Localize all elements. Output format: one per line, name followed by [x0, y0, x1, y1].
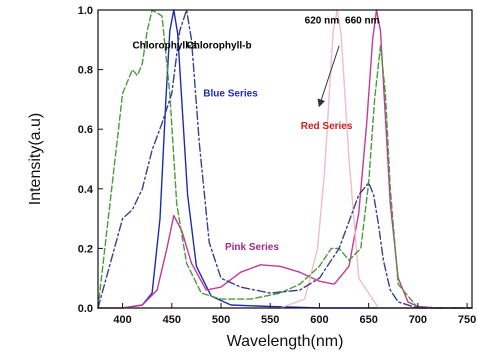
x-tick-label: 400: [113, 314, 131, 326]
annotation-nm660: 660 nm: [345, 15, 380, 26]
x-axis-label: Wavelength(nm): [227, 333, 344, 350]
y-tick-label: 0.0: [78, 303, 93, 315]
annotation-chl_a: Chlorophyll-a: [132, 41, 197, 52]
series-layer: [97, 9, 473, 309]
y-axis-label: Intensity(a.u): [27, 113, 44, 205]
series-line-pink: [97, 9, 473, 309]
x-tick-label: 500: [212, 314, 230, 326]
x-tick-label: 450: [163, 314, 181, 326]
y-tick-label: 0.6: [78, 124, 93, 136]
y-tick-label: 1.0: [78, 5, 93, 17]
annotation-red_series: Red Series: [301, 121, 353, 132]
series-line-chlorophyll_b: [97, 9, 473, 309]
annotation-chl_b: Chlorophyll-b: [187, 41, 252, 52]
x-tick-label: 600: [310, 314, 328, 326]
series-line-red620: [97, 9, 473, 309]
annotation-arrow: [317, 45, 340, 108]
ticks-layer: 400 450 500 550 600 650 700 750 0.0 0.2 0.4 0.6 0.8 1…: [78, 5, 477, 326]
y-tick-label: 0.8: [78, 65, 93, 77]
series-line-chlorophyll_a: [97, 9, 473, 309]
x-tick-label: 700: [409, 314, 427, 326]
x-tick-label: 650: [359, 314, 377, 326]
y-tick-label: 0.4: [78, 184, 94, 196]
annotation-pink_series: Pink Series: [225, 242, 279, 253]
annotation-blue_series: Blue Series: [203, 88, 258, 99]
x-tick-label: 550: [261, 314, 279, 326]
annotation-nm620: 620 nm: [305, 15, 340, 26]
x-tick-label: 750: [458, 314, 476, 326]
y-tick-label: 0.2: [78, 243, 93, 255]
plot-frame: [97, 9, 473, 309]
series-line-blue: [97, 9, 473, 309]
